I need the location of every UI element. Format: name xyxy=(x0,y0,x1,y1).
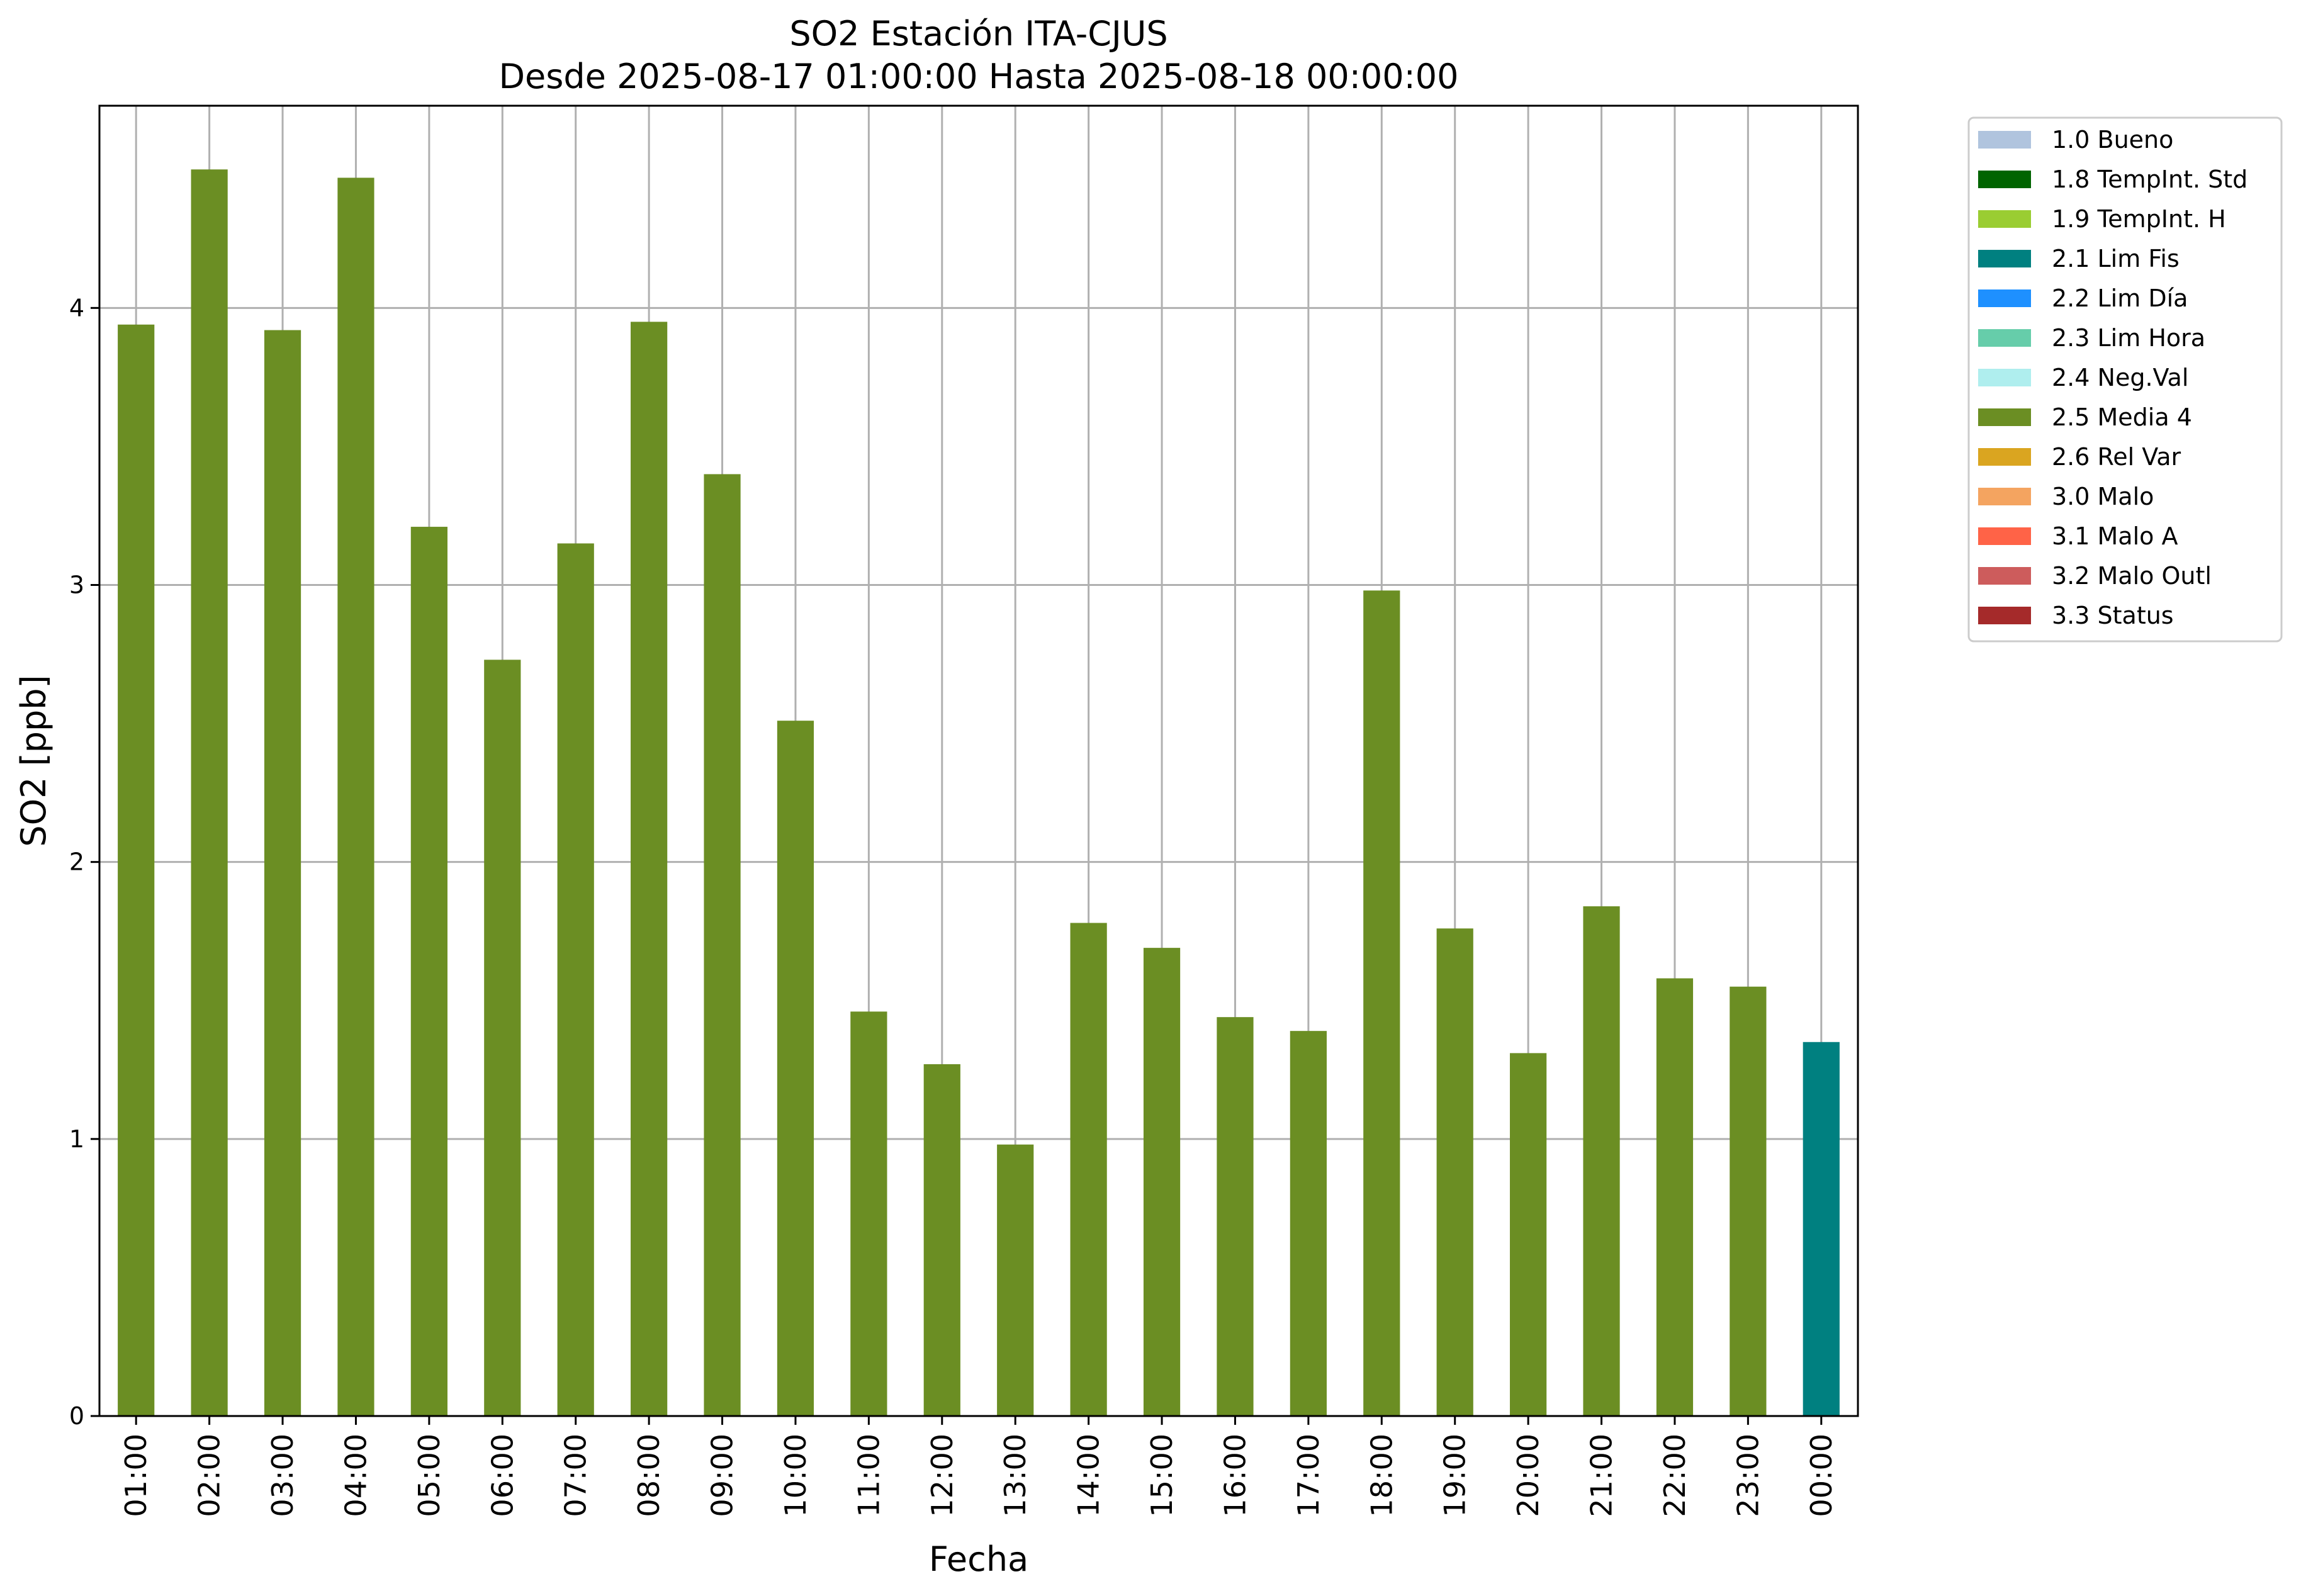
y-tick-label: 4 xyxy=(69,294,84,322)
bar xyxy=(1363,590,1400,1417)
bar xyxy=(264,330,301,1416)
x-tick-label: 17:00 xyxy=(1291,1434,1325,1517)
legend-label: 2.2 Lim Día xyxy=(2052,284,2188,312)
x-tick-label: 22:00 xyxy=(1658,1434,1692,1517)
legend-swatch xyxy=(1978,289,2031,307)
legend-label: 2.5 Media 4 xyxy=(2052,403,2192,431)
bar xyxy=(410,527,447,1416)
x-tick-label: 06:00 xyxy=(485,1434,519,1517)
legend-swatch xyxy=(1978,329,2031,347)
y-tick-label: 2 xyxy=(69,848,84,876)
legend-swatch xyxy=(1978,448,2031,466)
legend-swatch xyxy=(1978,488,2031,505)
x-tick-label: 08:00 xyxy=(632,1434,666,1517)
legend-swatch xyxy=(1978,527,2031,545)
bar xyxy=(557,543,594,1416)
legend-label: 2.4 Neg.Val xyxy=(2052,364,2188,391)
chart-subtitle: Desde 2025-08-17 01:00:00 Hasta 2025-08-… xyxy=(498,57,1458,96)
bar xyxy=(1290,1031,1327,1416)
x-tick-label: 19:00 xyxy=(1438,1434,1472,1517)
bar xyxy=(1583,906,1620,1416)
legend-swatch xyxy=(1978,171,2031,188)
bar xyxy=(1436,928,1473,1416)
legend-label: 1.9 TempInt. H xyxy=(2052,205,2226,233)
bars xyxy=(118,169,1840,1417)
legend-swatch xyxy=(1978,210,2031,228)
x-tick-label: 04:00 xyxy=(339,1434,373,1517)
plot-frame xyxy=(98,104,1859,1417)
x-tick-label: 07:00 xyxy=(559,1434,593,1517)
legend-label: 1.8 TempInt. Std xyxy=(2052,166,2248,193)
x-tick-label: 21:00 xyxy=(1585,1434,1619,1517)
legend-label: 2.1 Lim Fis xyxy=(2052,245,2180,273)
bar xyxy=(337,177,374,1416)
legend: 1.0 Bueno 1.8 TempInt. Std 1.9 TempInt. H 2… xyxy=(1967,116,2283,643)
legend-swatch xyxy=(1978,369,2031,386)
bar xyxy=(1730,986,1767,1416)
x-tick-label: 10:00 xyxy=(779,1434,813,1517)
x-tick-label: 14:00 xyxy=(1072,1434,1106,1517)
y-tick-label: 3 xyxy=(69,571,84,598)
x-tick-label: 23:00 xyxy=(1731,1434,1765,1517)
x-tick-label: 09:00 xyxy=(706,1434,740,1517)
x-tick-label: 12:00 xyxy=(925,1434,959,1517)
y-axis-ticks: 0 1 2 3 4 xyxy=(69,294,99,1430)
bar xyxy=(777,721,814,1416)
bar xyxy=(997,1144,1034,1416)
bar xyxy=(1510,1053,1547,1416)
bar xyxy=(484,660,521,1416)
legend-label: 1.0 Bueno xyxy=(2052,126,2173,154)
chart-title: SO2 Estación ITA-CJUS xyxy=(789,14,1167,53)
x-tick-label: 15:00 xyxy=(1145,1434,1179,1517)
bar xyxy=(1143,948,1181,1416)
y-axis-label: SO2 [ppb] xyxy=(14,675,53,846)
bar xyxy=(850,1011,887,1416)
legend-swatch xyxy=(1978,131,2031,149)
bar xyxy=(1803,1042,1840,1416)
legend-label: 2.6 Rel Var xyxy=(2052,443,2181,471)
x-axis-ticks: 01:00 02:00 03:00 04:00 05:00 06:00 07:00 08:00… xyxy=(119,1416,1838,1517)
bar xyxy=(1656,978,1694,1416)
legend-label: 3.3 Status xyxy=(2052,602,2174,629)
bar xyxy=(1070,923,1107,1416)
x-tick-label: 18:00 xyxy=(1364,1434,1398,1517)
bar xyxy=(923,1064,960,1416)
x-tick-label: 02:00 xyxy=(193,1434,227,1517)
x-tick-label: 01:00 xyxy=(119,1434,153,1517)
legend-box xyxy=(1967,116,2283,643)
x-axis-label: Fecha xyxy=(929,1539,1028,1579)
bar xyxy=(704,474,741,1416)
bar xyxy=(1217,1017,1254,1416)
x-tick-label: 05:00 xyxy=(412,1434,446,1517)
legend-label: 3.1 Malo A xyxy=(2052,522,2178,550)
legend-label: 3.0 Malo xyxy=(2052,483,2154,510)
x-tick-label: 13:00 xyxy=(998,1434,1032,1517)
y-tick-label: 0 xyxy=(69,1402,84,1430)
y-tick-label: 1 xyxy=(69,1125,84,1153)
x-tick-label: 20:00 xyxy=(1511,1434,1545,1517)
legend-swatch xyxy=(1978,250,2031,267)
legend-label: 3.2 Malo Outl xyxy=(2052,562,2212,590)
x-tick-label: 11:00 xyxy=(852,1434,886,1517)
x-tick-label: 00:00 xyxy=(1804,1434,1838,1517)
legend-swatch xyxy=(1978,567,2031,585)
x-tick-label: 16:00 xyxy=(1218,1434,1252,1517)
bar xyxy=(191,169,228,1416)
x-tick-label: 03:00 xyxy=(266,1434,300,1517)
legend-swatch xyxy=(1978,607,2031,624)
legend-label: 2.3 Lim Hora xyxy=(2052,324,2205,352)
bar xyxy=(631,322,668,1416)
legend-swatch xyxy=(1978,408,2031,426)
bar xyxy=(118,324,155,1416)
